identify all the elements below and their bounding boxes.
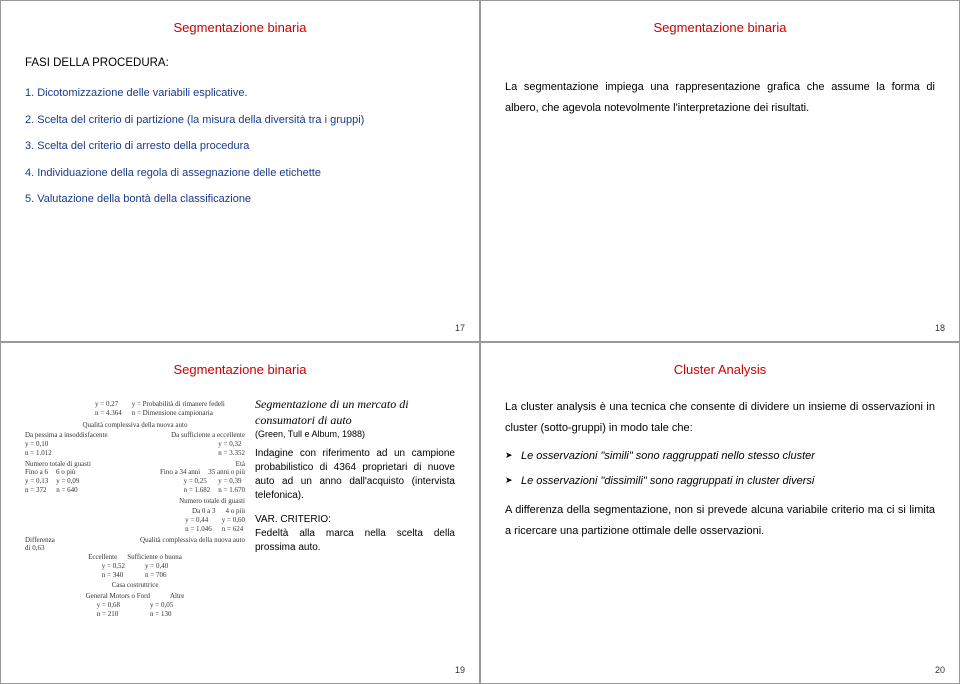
tree-note: y = Probabilità di rimanere fedeli n = D… [132,400,225,418]
tree-node: y = 0,52 n = 340 [102,562,125,580]
tree-node: y = 0,40 n = 706 [145,562,168,580]
page-number: 19 [455,664,465,677]
list-item: 5. Valutazione della bontà della classif… [25,191,455,208]
intro-span: La cluster analysis è una tecnica che co… [505,401,935,434]
tree-node: y = 0,10 n = 1.012 [25,440,52,458]
list-item: 2. Scelta del criterio di partizione (la… [25,112,455,129]
tree-branch: 35 anni o più [208,468,245,477]
slide-17: Segmentazione binaria FASI DELLA PROCEDU… [0,0,480,342]
tree-branch: Da sufficiente a eccellente [171,431,245,440]
tree-split-label: Numero totale di guasti [25,497,245,506]
difference-text: A differenza della segmentazione, non si… [505,500,935,542]
tree-node: y = 0,68 n = 210 [97,601,120,619]
tree-node: y = 0,27 n = 4.364 [95,400,122,418]
page-number: 18 [935,322,945,335]
tree-diff-label: Differenza di 0,63 [25,536,55,554]
criterion-label: VAR. CRITERIO: [255,514,331,525]
tree-split-label: Età [236,460,245,469]
side-title: Segmentazione di un mercato di consumato… [255,397,455,428]
tree-split-label: Qualità complessiva della nuova auto [140,536,245,545]
tree-node: y = 0,09 n = 640 [56,477,79,495]
slide-19: Segmentazione binaria y = 0,27 n = 4.364… [0,342,480,684]
list-item: 1. Dicotomizzazione delle variabili espl… [25,85,455,102]
tree-branch: 6 o più [56,468,75,477]
tree-node: y = 0,39 n = 1.670 [218,477,245,495]
tree-branch: 4 o più [226,507,245,516]
tree-branch: Fino a 6 [25,468,48,477]
tree-node: y = 0,13 n = 372 [25,477,48,495]
tree-node: y = 0,44 n = 1.046 [185,516,212,534]
slide-title: Segmentazione binaria [505,19,935,37]
tree-branch: Da 0 a 3 [192,507,216,516]
tree-diagram: y = 0,27 n = 4.364 y = Probabilità di ri… [25,397,245,618]
slide-title: Cluster Analysis [505,361,935,379]
tree-node: y = 0,05 n = 130 [150,601,173,619]
bullet-item: Le osservazioni "dissimili" sono raggrup… [521,474,935,489]
tree-branch: Fino a 34 anni [160,468,200,477]
side-paragraph: Indagine con riferimento ad un campione … [255,447,455,503]
page-number: 17 [455,322,465,335]
tree-branch: Eccellente [88,553,117,562]
tree-branch: Da pessima a insoddisfacente [25,431,108,440]
tree-split-label: Qualità complessiva della nuova auto [25,421,245,430]
slide-title: Segmentazione binaria [25,361,455,379]
slide-20: Cluster Analysis La cluster analysis è u… [480,342,960,684]
tree-branch: Altre [170,592,184,601]
list-item: 4. Individuazione della regola di assegn… [25,165,455,182]
page-number: 20 [935,664,945,677]
tree-split-label: Casa costruttrice [25,581,245,590]
side-ref: (Green, Tull e Album, 1988) [255,428,455,441]
tree-node: y = 0,60 n = 624 [222,516,245,534]
list-item: 3. Scelta del criterio di arresto della … [25,138,455,155]
side-text: Segmentazione di un mercato di consumato… [255,397,455,618]
tree-node: y = 0,32 n = 3.352 [218,440,245,458]
tree-split-label: Numero totale di guasti [25,460,91,469]
intro-text: La cluster analysis è una tecnica che co… [505,397,935,439]
tree-node: y = 0,25 n = 1.682 [184,477,211,495]
body-text: La segmentazione impiega una rappresenta… [505,77,935,119]
slide-subtitle: FASI DELLA PROCEDURA: [25,55,455,71]
tree-branch: General Motors o Ford [86,592,150,601]
criterion-text: Fedeltà alla marca nella scelta della pr… [255,527,455,555]
bullet-item: Le osservazioni "simili" sono raggruppat… [521,449,935,464]
tree-branch: Sufficiente o buona [127,553,182,562]
slide-title: Segmentazione binaria [25,19,455,37]
slide-18: Segmentazione binaria La segmentazione i… [480,0,960,342]
